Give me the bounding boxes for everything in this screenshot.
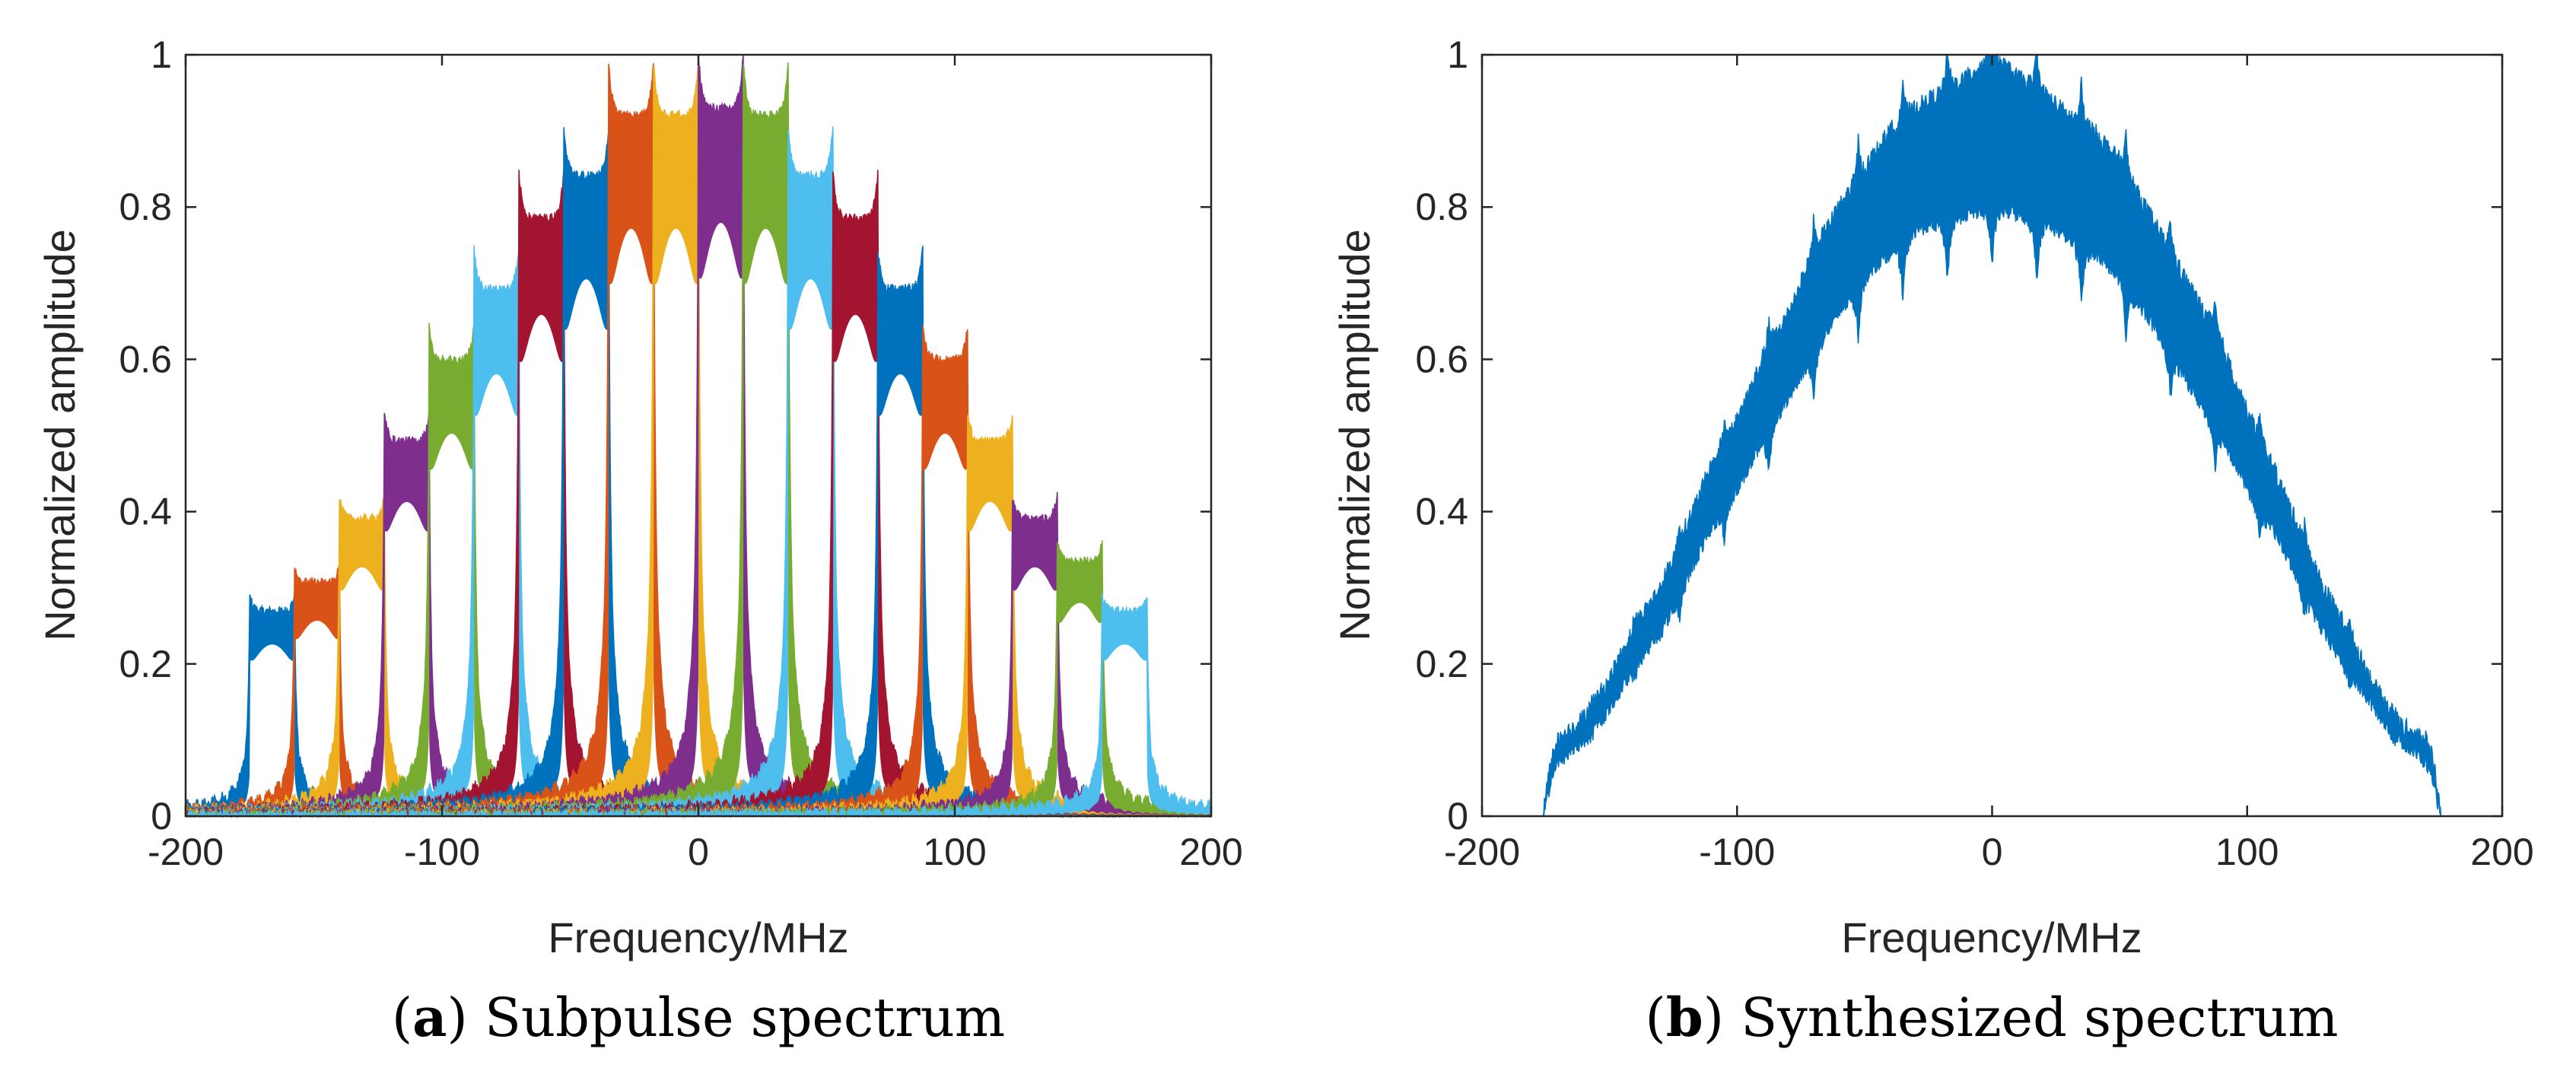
subpulse-ytick-label: 0.6 [119, 338, 172, 380]
synthesized-ylabel: Normalized amplitude [1331, 229, 1379, 641]
synthesized-spectrum-panel: -200 -100 0 100 200 0 0.2 0.4 0.6 0.8 1 Frequency/… [1331, 33, 2534, 1049]
subpulse-ticks: -200 -100 0 100 200 0 0.2 0.4 0.6 0.8 1 [119, 33, 1242, 873]
subpulse-ytick-label: 1 [151, 33, 172, 76]
synthesized-xtick-label: 200 [2470, 831, 2533, 873]
subpulse-ytick-label: 0.4 [119, 491, 172, 533]
subpulse-ytick-label: 0 [151, 795, 172, 837]
synthesized-ticks: -200 -100 0 100 200 0 0.2 0.4 0.6 0.8 1 [1415, 33, 2533, 873]
synthesized-xlabel: Frequency/MHz [1841, 914, 2142, 961]
subpulse-plot-area [185, 54, 1212, 818]
synthesized-plot-area [1482, 54, 2502, 817]
synthesized-ytick-label: 0 [1447, 795, 1468, 837]
subpulse-ytick-label: 0.2 [119, 643, 172, 685]
subpulse-xtick-label: 200 [1179, 831, 1242, 873]
synthesized-xtick-label: -100 [1699, 831, 1775, 873]
synthesized-ytick-label: 1 [1447, 33, 1468, 76]
synthesized-ytick-label: 0.6 [1415, 338, 1468, 380]
subpulse-xtick-label: -100 [404, 831, 480, 873]
synthesized-series [1482, 54, 2502, 817]
synthesized-ytick-label: 0.4 [1415, 491, 1468, 533]
subpulse-caption: (a) Subpulse spectrum [392, 986, 1005, 1049]
subpulse-ylabel: Normalized amplitude [36, 229, 84, 641]
subpulse-ytick-label: 0.8 [119, 186, 172, 228]
synthesized-caption: (b) Synthesized spectrum [1645, 986, 2338, 1049]
subpulse-xtick-label: -200 [148, 831, 224, 873]
synthesized-ytick-label: 0.2 [1415, 643, 1468, 685]
synthesized-ytick-label: 0.8 [1415, 186, 1468, 228]
synthesized-xtick-label: 100 [2215, 831, 2279, 873]
synthesized-xtick-label: 0 [1982, 831, 2003, 873]
synthesized-xtick-label: -200 [1444, 831, 1520, 873]
subpulse-spectrum-panel: -200 -100 0 100 200 0 0.2 0.4 0.6 0.8 1 Frequency/… [36, 33, 1243, 1049]
subpulse-xtick-label: 0 [688, 831, 709, 873]
subpulse-xlabel: Frequency/MHz [548, 914, 848, 961]
subpulse-xtick-label: 100 [923, 831, 986, 873]
